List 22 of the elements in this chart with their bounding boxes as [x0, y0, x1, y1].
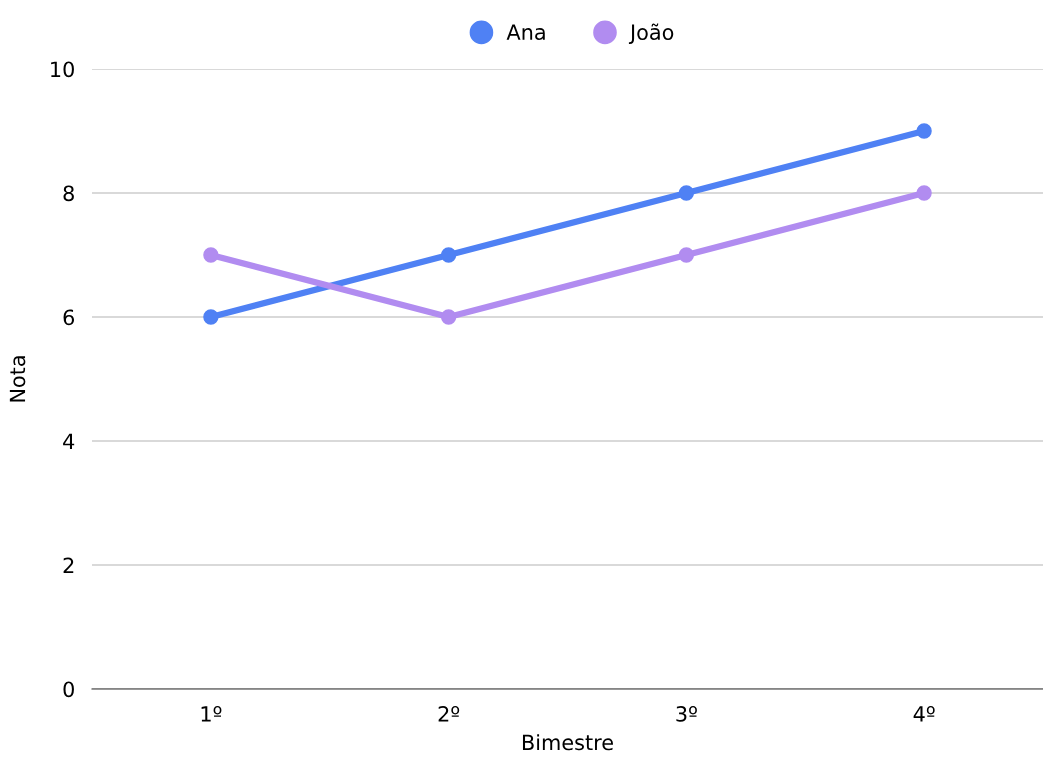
y-tick-label: 4 — [63, 433, 75, 449]
x-tick-label: 1º — [201, 706, 222, 722]
y-tick-label: 8 — [63, 185, 74, 202]
point — [916, 185, 932, 201]
y-axis-title: Nota — [9, 356, 26, 402]
x-axis-title: Bimestre — [522, 734, 613, 751]
x-tick-label: 3º — [676, 706, 697, 722]
legend-label: João — [628, 23, 674, 44]
y-tick-label: 6 — [63, 309, 75, 326]
point — [678, 247, 695, 263]
y-tick-label: 10 — [51, 61, 74, 78]
legend-label: Ana — [506, 24, 545, 41]
y-tick-label: 2 — [63, 557, 74, 573]
point — [440, 247, 457, 263]
point — [203, 309, 219, 325]
point — [203, 247, 219, 263]
x-tick-label: 4º — [913, 706, 935, 722]
point — [678, 185, 695, 201]
point — [440, 309, 457, 325]
y-tick-label: 0 — [63, 681, 74, 698]
point — [916, 123, 932, 139]
x-tick-label: 2º — [438, 706, 460, 722]
